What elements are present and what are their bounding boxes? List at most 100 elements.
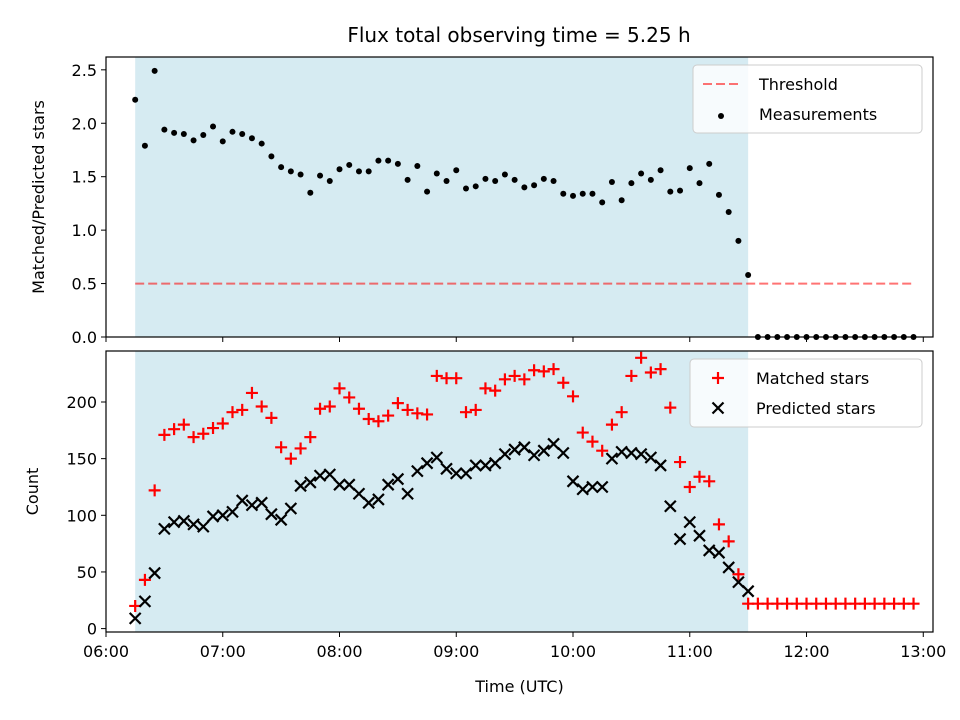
matched-star-point (498, 373, 511, 386)
predicted-star-point (673, 532, 687, 546)
matched-star-point (907, 597, 920, 610)
matched-star-point (450, 372, 463, 385)
measurement-point (608, 179, 615, 186)
measurement-point (404, 176, 411, 183)
predicted-star-point (158, 522, 171, 536)
predicted-star-point (693, 529, 706, 542)
measurement-point (443, 177, 450, 184)
predicted-star-point (479, 459, 492, 472)
predicted-star-point (566, 475, 580, 488)
predicted-star-point (527, 448, 541, 462)
matched-star-point (382, 409, 395, 422)
y-tick-label: 0.0 (72, 328, 97, 347)
matched-star-point (207, 422, 220, 435)
predicted-star-point (148, 566, 161, 580)
measurement-point (200, 132, 207, 139)
measurement-point (258, 140, 265, 147)
measurement-point (715, 191, 722, 198)
predicted-star-point (138, 595, 152, 608)
chart-title: Flux total observing time = 5.25 h (347, 23, 690, 47)
measurement-point (735, 237, 742, 244)
matched-star-point (596, 444, 609, 457)
predicted-star-point (576, 482, 590, 496)
matched-star-point (421, 408, 434, 421)
matched-star-point (333, 382, 346, 395)
predicted-star-point (294, 479, 307, 493)
predicted-star-point (274, 513, 288, 527)
legend-label: Measurements (759, 105, 877, 124)
matched-star-point (411, 407, 424, 420)
measurement-point (647, 176, 654, 183)
matched-star-point (635, 351, 648, 364)
matched-star-point (236, 403, 249, 416)
matched-star-point (722, 535, 735, 548)
matched-star-point (372, 415, 385, 428)
matched-star-point (528, 364, 541, 377)
legend: Matched stars Predicted stars (689, 358, 923, 428)
measurement-point (180, 130, 187, 137)
predicted-star-point (352, 487, 366, 501)
y-tick-label: 100 (66, 506, 97, 525)
matched-star-point (654, 363, 667, 376)
legend-box (689, 358, 923, 428)
axes-frame (105, 350, 934, 633)
measurement-point (667, 188, 674, 195)
matched-star-point (732, 568, 745, 581)
observing-window (135, 57, 749, 337)
measurement-point (501, 171, 508, 178)
matched-star-point (265, 411, 278, 424)
predicted-star-point (245, 498, 259, 512)
x-tick-label: 12:00 (783, 642, 829, 661)
matched-star-point (197, 427, 210, 440)
predicted-star-point (284, 502, 298, 515)
x-tick-label: 11:00 (667, 642, 713, 661)
predicted-star-point (664, 499, 677, 513)
matched-star-point (148, 484, 161, 497)
measurement-point (540, 175, 547, 182)
x-tick-label: 10:00 (550, 642, 596, 661)
measurement-point (365, 168, 372, 175)
matched-star-point (586, 435, 599, 448)
y-tick-label: 2.5 (72, 61, 97, 80)
predicted-star-point (722, 561, 735, 574)
legend: Threshold Measurements (692, 64, 923, 134)
predicted-star-point (226, 505, 239, 519)
matched-star-point (508, 369, 521, 382)
matched-star-point (674, 456, 687, 469)
matched-star-point (459, 406, 472, 419)
predicted-star-point (712, 546, 726, 559)
predicted-star-point (732, 575, 745, 589)
legend-measurement-swatch (718, 113, 724, 119)
measurement-point (268, 153, 275, 160)
predicted-star-point (265, 507, 278, 521)
matched-star-point (187, 431, 200, 444)
predicted-star-point (557, 446, 570, 460)
predicted-star-point (372, 493, 385, 506)
predicted-star-point (391, 472, 405, 486)
measurement-point (599, 199, 606, 206)
matched-star-point (343, 391, 356, 404)
matched-star-point (605, 418, 618, 431)
matched-star-point (245, 386, 258, 399)
matched-star-point (557, 376, 570, 389)
measurement-point (297, 171, 304, 178)
measurement-point (210, 123, 217, 130)
measurement-point (190, 137, 197, 144)
measurement-point (307, 189, 314, 196)
matched-star-point (314, 402, 327, 415)
predicted-star-point (323, 468, 337, 481)
measurement-point (433, 170, 440, 177)
measurement-point (248, 135, 255, 142)
predicted-star-point (420, 456, 434, 470)
measurement-point (326, 177, 333, 184)
predicted-star-point (430, 451, 444, 464)
measurement-point (589, 190, 596, 197)
measurement-point (171, 129, 178, 136)
matched-star-point (391, 397, 404, 410)
predicted-star-point (537, 444, 551, 457)
legend-matched-swatch (712, 372, 724, 384)
predicted-star-point (235, 494, 249, 507)
measurement-point (521, 184, 528, 191)
measurement-point (161, 126, 168, 133)
